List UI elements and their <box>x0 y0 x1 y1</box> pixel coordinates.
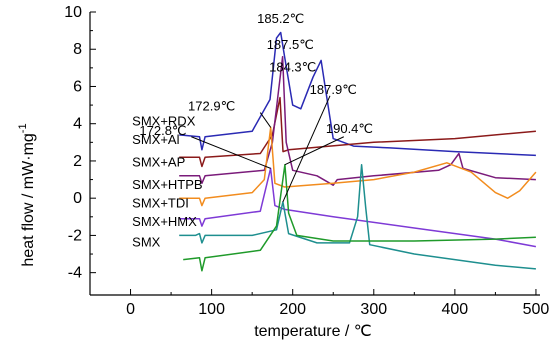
y-tick-label-6: 8 <box>73 41 82 58</box>
y-tick-label-5: 6 <box>73 78 82 95</box>
annotation-label-3: 187.9℃ <box>310 82 357 97</box>
series-label-smx-ap: SMX+AP <box>132 155 185 170</box>
x-tick-label-1: 100 <box>198 301 225 318</box>
annotation-leader-5 <box>191 136 271 169</box>
series-label-smx: SMX <box>132 235 161 250</box>
x-tick-label-2: 200 <box>279 301 306 318</box>
y-tick-label-3: 2 <box>73 153 82 170</box>
series-line-smx-rdx <box>179 31 536 157</box>
series-line-smx <box>183 163 536 272</box>
series-line-smx-ap <box>179 55 536 186</box>
series-line-smx-htpb <box>179 126 537 207</box>
y-tick-label-2: 0 <box>73 190 82 207</box>
annotation-label-5: 172.8℃ <box>139 123 186 138</box>
series-label-smx-hmx: SMX+HMX <box>132 214 197 229</box>
y-axis-title-group: heat flow / mW·mg-1 <box>17 123 37 266</box>
x-tick-label-4: 400 <box>442 301 469 318</box>
plot-area: 0 100 200 300 400 500 -4 -2 0 2 4 6 8 10 SMX+RDX SMX+Al… <box>64 4 549 318</box>
x-tick-label-0: 0 <box>126 301 135 318</box>
annotation-leader-6 <box>284 136 344 166</box>
y-tick-label-4: 4 <box>73 116 82 133</box>
x-tick-label-5: 500 <box>523 301 550 318</box>
annotation-leader-4 <box>259 112 272 128</box>
annotation-label-4: 172.9℃ <box>188 99 235 114</box>
series-label-smx-al: SMX+Al <box>132 132 179 147</box>
series-label-smx-htpb: SMX+HTPB <box>132 177 202 192</box>
annotation-label-2: 184.3℃ <box>269 60 316 75</box>
annotation-label-0: 185.2℃ <box>257 11 304 26</box>
x-tick-label-3: 300 <box>360 301 387 318</box>
y-tick-label-0: -4 <box>68 265 82 282</box>
y-axis-title: heat flow / mW·mg-1 <box>17 123 37 266</box>
annotation-label-1: 187.5℃ <box>267 37 314 52</box>
annotation-label-6: 190.4℃ <box>326 121 373 136</box>
y-tick-label-1: -2 <box>68 227 82 244</box>
series-label-smx-rdx: SMX+RDX <box>132 114 196 129</box>
series-label-smx-tdi: SMX+TDI <box>132 195 189 210</box>
x-axis-title: temperature / ℃ <box>254 323 372 340</box>
series-line-smx-hmx <box>179 163 536 270</box>
annotation-leader-3 <box>282 95 331 203</box>
y-tick-label-7: 10 <box>64 4 82 21</box>
series-line-smx-tdi <box>179 167 537 248</box>
